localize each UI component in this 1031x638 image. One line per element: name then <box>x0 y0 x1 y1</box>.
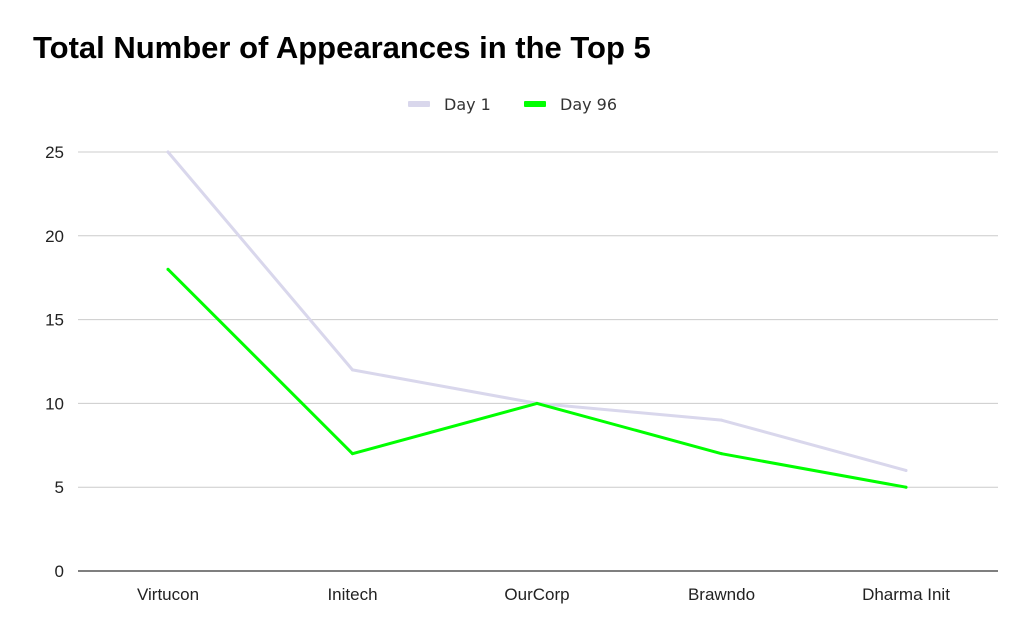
y-tick-label: 5 <box>55 478 64 497</box>
data-point <box>904 468 908 472</box>
y-axis: 0 5 10 15 20 25 <box>45 143 64 581</box>
y-tick-label: 20 <box>45 227 64 246</box>
legend-label: Day 96 <box>560 95 617 114</box>
legend-swatch <box>408 101 430 107</box>
data-point <box>535 401 539 405</box>
chart-title: Total Number of Appearances in the Top 5 <box>33 30 651 65</box>
x-tick-label: Virtucon <box>137 585 199 604</box>
legend-swatch <box>524 101 546 107</box>
data-point <box>166 267 170 271</box>
x-tick-label: OurCorp <box>504 585 569 604</box>
data-point <box>351 368 354 372</box>
data-point <box>720 418 723 422</box>
x-tick-label: Initech <box>327 585 377 604</box>
legend-label: Day 1 <box>444 95 491 114</box>
x-tick-label: Dharma Init <box>862 585 950 604</box>
legend-item-day-96: Day 96 <box>524 95 617 114</box>
series-line-day-96 <box>166 267 908 489</box>
legend: Day 1 Day 96 <box>408 95 617 114</box>
data-point <box>904 485 908 489</box>
series-lines <box>166 150 908 489</box>
x-axis: Virtucon Initech OurCorp Brawndo Dharma Init <box>78 570 998 604</box>
gridlines <box>78 151 998 488</box>
y-tick-label: 10 <box>45 394 64 413</box>
y-tick-label: 25 <box>45 143 64 162</box>
data-point <box>166 150 170 154</box>
legend-item-day-1: Day 1 <box>408 95 491 114</box>
y-tick-label: 15 <box>45 311 64 330</box>
series-line-day-1 <box>166 150 908 472</box>
data-point <box>720 452 723 456</box>
y-tick-label: 0 <box>55 562 64 581</box>
data-point <box>351 452 354 456</box>
x-tick-label: Brawndo <box>688 585 755 604</box>
